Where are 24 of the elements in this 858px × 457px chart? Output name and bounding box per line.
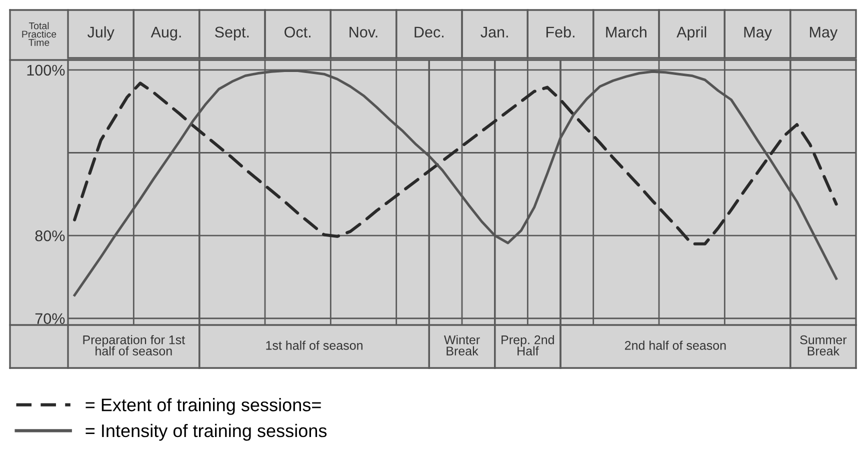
text: 1st half of season (266, 340, 362, 350)
x-tick-label: Aug. (150, 26, 181, 41)
legend-label: = Intensity of training sessions (86, 424, 327, 441)
y-axis-title: Total Practice Time (22, 22, 56, 46)
text: Winter Break (444, 335, 480, 356)
x-tick-label: May (810, 26, 838, 41)
x-tick-label: Jan. (480, 26, 508, 38)
x-tick-label: May (744, 26, 772, 41)
legend-label: = Extent of training sessions= (86, 398, 321, 415)
y-tick-label: 100% (27, 64, 65, 76)
x-tick-label: Nov. (350, 26, 378, 38)
x-tick-label: July (87, 26, 114, 41)
x-tick-label: Feb. (546, 26, 574, 38)
y-tick-label: 70% (35, 313, 65, 324)
text: 2nd half of season (624, 340, 726, 350)
text: Prep. 2nd Half (502, 335, 554, 356)
x-tick-label: Dec. (414, 26, 444, 38)
x-tick-label: Sept. (215, 26, 249, 41)
y-tick-label: 80% (35, 230, 65, 242)
text: Preparation for 1st half of season (83, 335, 185, 356)
text: Summer Break (800, 335, 847, 356)
x-tick-label: Oct. (284, 26, 310, 38)
x-tick-label: April (676, 26, 706, 41)
x-tick-label: March (606, 26, 646, 38)
